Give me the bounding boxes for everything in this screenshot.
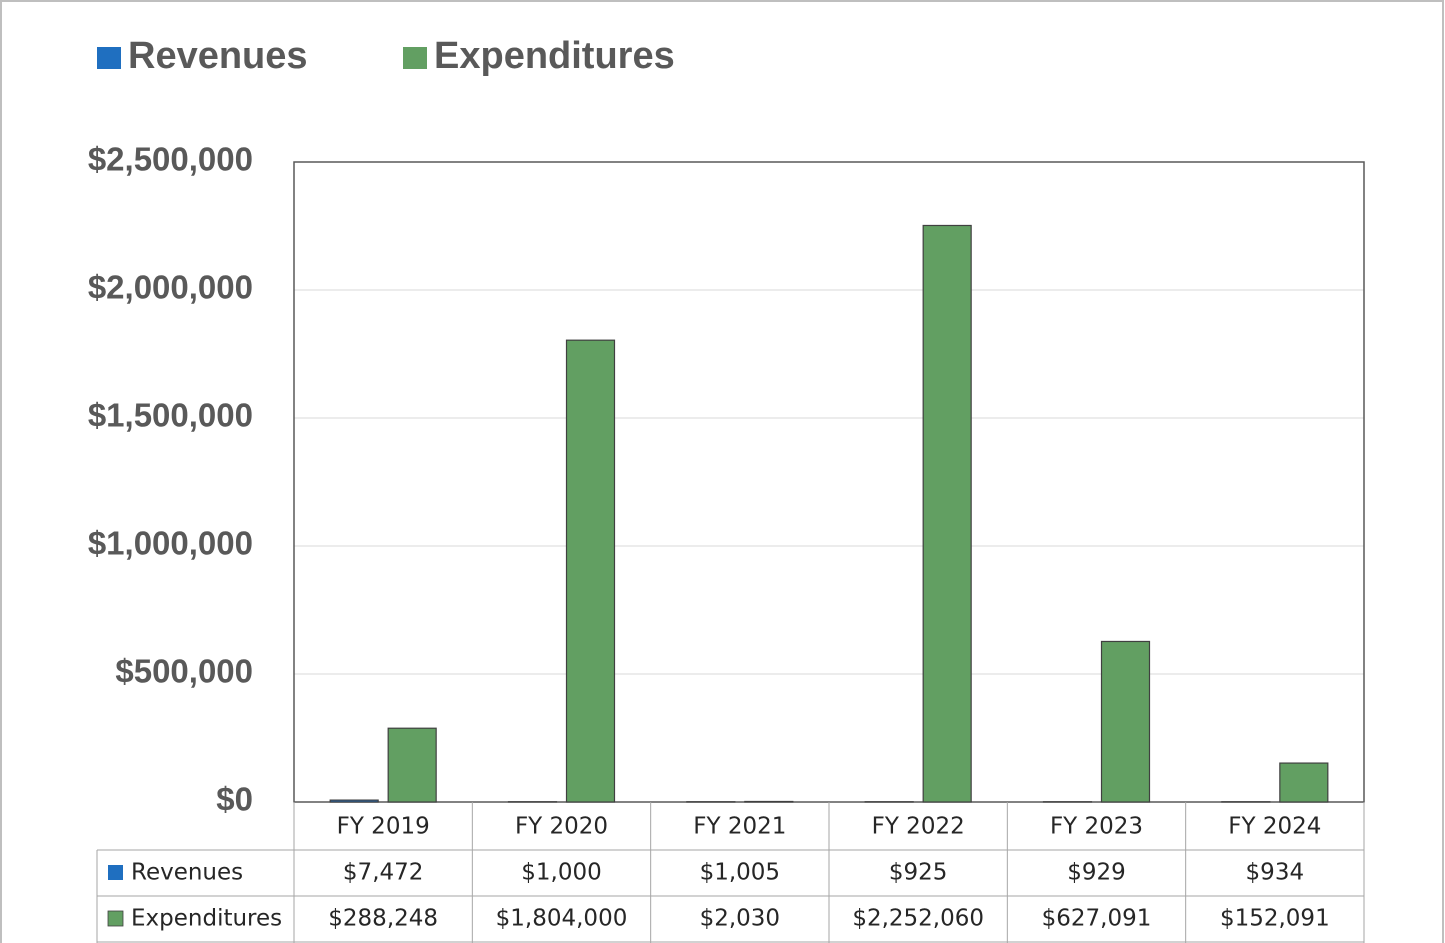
x-tick-label: FY 2020 [515, 814, 608, 840]
bar [744, 800, 794, 803]
table-row-label: Revenues [131, 860, 243, 886]
table-value: $152,091 [1220, 906, 1330, 932]
bar [329, 799, 379, 803]
bar [387, 727, 437, 803]
table-value: $934 [1246, 860, 1305, 886]
bar [1279, 762, 1329, 803]
table-value: $2,030 [700, 906, 780, 932]
x-tick-label: FY 2024 [1228, 814, 1321, 840]
legend-label: Expenditures [434, 35, 675, 77]
table-row-label: Expenditures [131, 906, 282, 932]
legend-swatch [97, 47, 121, 69]
x-tick-label: FY 2022 [872, 814, 965, 840]
table-value: $925 [889, 860, 948, 886]
legend-label: Revenues [128, 35, 308, 77]
bar [565, 339, 616, 803]
table-value: $1,005 [700, 860, 780, 886]
table-legend-key [107, 910, 124, 927]
x-tick-label: FY 2021 [693, 814, 786, 840]
y-tick-label: $2,000,000 [88, 269, 253, 306]
x-tick-label: FY 2023 [1050, 814, 1143, 840]
x-tick-label: FY 2019 [337, 814, 430, 840]
table-legend-key [108, 865, 123, 880]
table-value: $288,248 [328, 906, 438, 932]
table-value: $627,091 [1042, 906, 1152, 932]
table-value: $1,804,000 [496, 906, 628, 932]
table-value: $929 [1067, 860, 1126, 886]
table-value: $2,252,060 [852, 906, 984, 932]
table-value: $7,472 [343, 860, 423, 886]
y-tick-label: $2,500,000 [88, 141, 253, 178]
bar [1100, 640, 1151, 803]
y-tick-label: $0 [216, 781, 253, 818]
bar [922, 224, 972, 803]
table-value: $1,000 [521, 860, 601, 886]
y-tick-label: $1,000,000 [88, 525, 253, 562]
legend-swatch [403, 47, 427, 69]
y-tick-label: $1,500,000 [88, 397, 253, 434]
y-tick-label: $500,000 [115, 653, 253, 690]
